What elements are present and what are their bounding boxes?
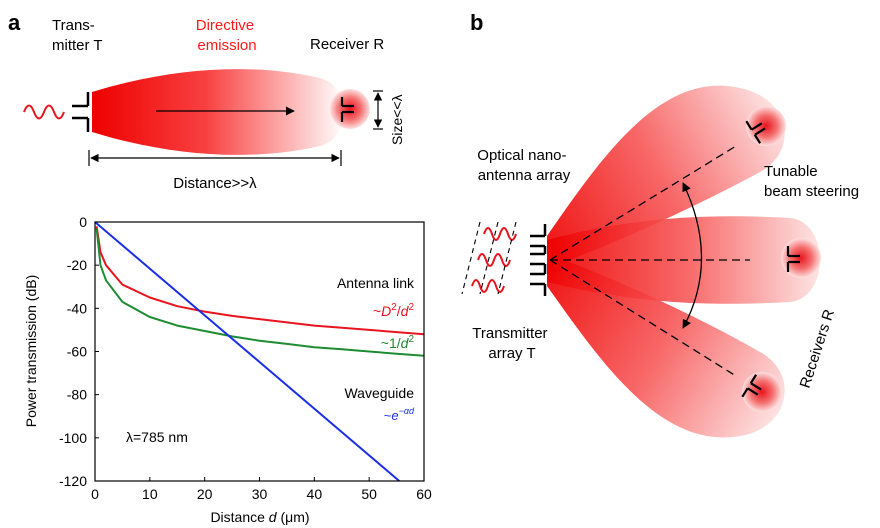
- series-line-0: [95, 226, 425, 336]
- transmitter-label: Trans- mitter T: [52, 17, 103, 54]
- antenna-formula-tilde: ~: [373, 303, 381, 319]
- x-axis-label-prefix: Distance: [210, 509, 268, 525]
- x-tick-label-4: 40: [307, 486, 323, 502]
- nano-antenna-array-line1: Optical nano-: [477, 147, 566, 164]
- x-axis-label-unit: (μm): [277, 509, 310, 525]
- receiver-spot: [330, 89, 370, 129]
- transmitter-array-label: Transmitter array T: [472, 325, 551, 362]
- wavelength-annotation: λ=785 nm: [126, 429, 188, 445]
- directive-beam: [92, 69, 344, 155]
- receivers-label: Receivers R: [797, 307, 838, 390]
- y-tick-label-5: -100: [59, 430, 87, 446]
- x-tick-label-3: 30: [252, 486, 268, 502]
- emission-label-line1: Directive: [196, 17, 254, 34]
- input-wave-1: [483, 227, 517, 241]
- input-waves: [461, 221, 517, 295]
- receiver-antenna-middle-icon: [786, 246, 800, 272]
- input-wave-2: [477, 253, 511, 267]
- wg-formula-sup: −αd: [399, 406, 415, 416]
- waveguide-formula: ~e−αd: [384, 406, 415, 423]
- x-axis-label: Distance d (μm): [210, 509, 309, 525]
- receiver-antenna-lower-icon: [741, 374, 762, 398]
- beam-lower: [547, 254, 785, 438]
- y-tick-label-0: 0: [79, 214, 87, 230]
- antenna-formula-sup1: 2: [391, 302, 397, 313]
- receiver-spot-middle: [781, 238, 821, 278]
- power-transmission-chart: 0 10 20 30 40 50 60 0 -20 -40 -60 -80 -100 -120 Power…: [23, 214, 432, 525]
- chart-series-layer: [94, 221, 425, 482]
- x-tick-label-6: 60: [416, 486, 432, 502]
- y-tick-label-4: -80: [67, 387, 87, 403]
- panel-b-letter: b: [470, 10, 483, 35]
- transmitter-array-line1: Transmitter: [472, 325, 547, 342]
- series-line-2: [94, 221, 400, 482]
- distance-bracket: [88, 150, 342, 166]
- emission-label: Directive emission: [196, 17, 259, 54]
- antenna-formula-slash: /: [397, 303, 401, 319]
- beam-axes: [549, 145, 750, 377]
- antenna-formula-D: D: [381, 303, 391, 319]
- transmitter-array-icon: [530, 224, 547, 296]
- x-tick-label-2: 20: [197, 486, 213, 502]
- nano-antenna-array-label: Optical nano- antenna array: [477, 147, 570, 184]
- wg-formula-pre: ~: [384, 408, 392, 423]
- panel-a-schematic: a Trans- mitter T Directive emission Rec…: [8, 10, 405, 192]
- x-tick-label-5: 50: [361, 486, 377, 502]
- beam-steering-line1: Tunable: [764, 163, 818, 180]
- inv-formula-sup: 2: [408, 334, 414, 345]
- antenna-link-label: Antenna link: [337, 275, 415, 291]
- steering-arc: [682, 182, 703, 329]
- chart-ticks-layer: 0 10 20 30 40 50 60 0 -20 -40 -60 -80 -100 -120: [59, 214, 432, 502]
- series-line-1: [95, 228, 425, 357]
- transmitter-antenna-icon: [72, 92, 90, 132]
- transmitter-array-line2: array T: [488, 345, 535, 362]
- y-tick-label-3: -60: [67, 344, 87, 360]
- receiver-spot-lower: [742, 372, 782, 412]
- inv-formula-d: d: [401, 335, 410, 351]
- size-label: Size<<λ: [389, 94, 405, 145]
- emission-label-line2: emission: [197, 37, 256, 54]
- distance-label: Distance>>λ: [173, 175, 257, 192]
- panel-a-letter: a: [8, 10, 21, 35]
- y-axis-label: Power transmission (dB): [23, 275, 39, 428]
- antenna-link-formula: ~D2/d2: [373, 302, 415, 319]
- waveguide-label: Waveguide: [344, 385, 414, 401]
- beam-steering-label: Tunable beam steering: [764, 163, 859, 200]
- y-tick-label-2: -40: [67, 300, 87, 316]
- receiver-label: Receiver R: [310, 36, 384, 53]
- receiver-antenna-upper-icon: [745, 120, 766, 144]
- receiver-spot-upper: [746, 106, 786, 146]
- inverse-square-formula: ~1/d2: [381, 334, 415, 351]
- transmitter-label-line2: mitter T: [52, 37, 103, 54]
- antenna-formula-sup2: 2: [408, 302, 414, 313]
- size-bracket: [373, 90, 383, 130]
- input-wave-3: [471, 279, 505, 293]
- transmitter-label-line1: Trans-: [52, 17, 95, 34]
- inv-formula-pre: ~1/: [381, 335, 401, 351]
- input-wave: [23, 104, 65, 120]
- x-tick-label-0: 0: [91, 486, 99, 502]
- panel-b-schematic: b: [461, 10, 859, 438]
- antenna-formula-d: d: [401, 303, 410, 319]
- x-tick-label-1: 10: [142, 486, 158, 502]
- receiver-antenna-icon: [340, 97, 354, 122]
- wg-formula-e: e: [391, 408, 398, 423]
- nano-antenna-array-line2: antenna array: [478, 167, 571, 184]
- y-tick-label-1: -20: [67, 257, 87, 273]
- beam-upper: [547, 85, 785, 268]
- beam-steering-line2: beam steering: [764, 183, 859, 200]
- x-axis-label-var: d: [269, 509, 278, 525]
- y-tick-label-6: -120: [59, 473, 87, 489]
